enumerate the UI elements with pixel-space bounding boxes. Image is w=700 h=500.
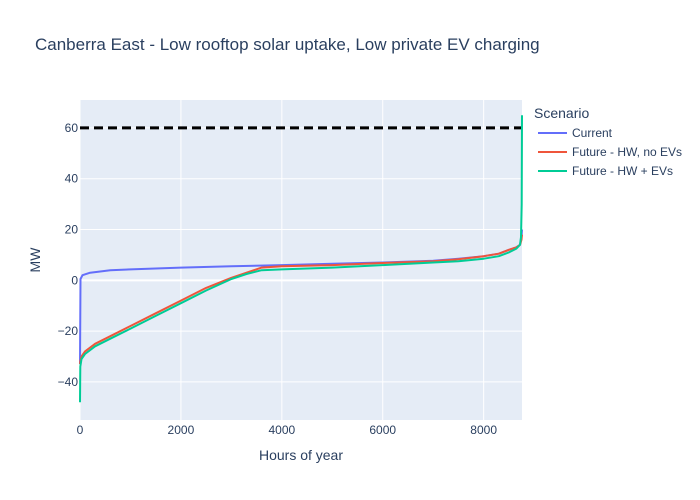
x-axis-ticks: 0 2000 4000 6000 8000 [77, 423, 498, 437]
x-tick-label: 2000 [168, 423, 195, 437]
chart-title: Canberra East - Low rooftop solar uptake… [35, 35, 540, 54]
x-tick-label: 4000 [268, 423, 295, 437]
x-tick-label: 8000 [470, 423, 497, 437]
y-axis-title: MW [27, 247, 43, 273]
y-tick-label: 40 [65, 172, 79, 186]
y-tick-label: 0 [71, 273, 78, 287]
legend-item-0[interactable]: Current [538, 126, 613, 140]
legend-label: Future - HW + EVs [572, 164, 673, 178]
legend-label: Future - HW, no EVs [572, 145, 682, 159]
legend-label: Current [572, 126, 613, 140]
series-lines [79, 115, 523, 403]
legend-item-1[interactable]: Future - HW, no EVs [538, 145, 682, 159]
legend-item-2[interactable]: Future - HW + EVs [538, 164, 673, 178]
series-line-1 [79, 234, 523, 365]
x-tick-label: 0 [77, 423, 84, 437]
x-axis-title: Hours of year [259, 447, 343, 463]
grid [79, 100, 522, 420]
y-tick-label: 20 [65, 223, 79, 237]
y-axis-ticks: −40 −20 0 20 40 60 [58, 121, 79, 389]
x-tick-label: 6000 [369, 423, 396, 437]
y-tick-label: 60 [65, 121, 79, 135]
y-tick-label: −20 [58, 324, 79, 338]
series-line-2 [79, 115, 523, 403]
legend-title: Scenario [534, 105, 589, 121]
legend[interactable]: Scenario Current Future - HW, no EVs Futur… [534, 105, 682, 178]
y-tick-label: −40 [58, 375, 79, 389]
